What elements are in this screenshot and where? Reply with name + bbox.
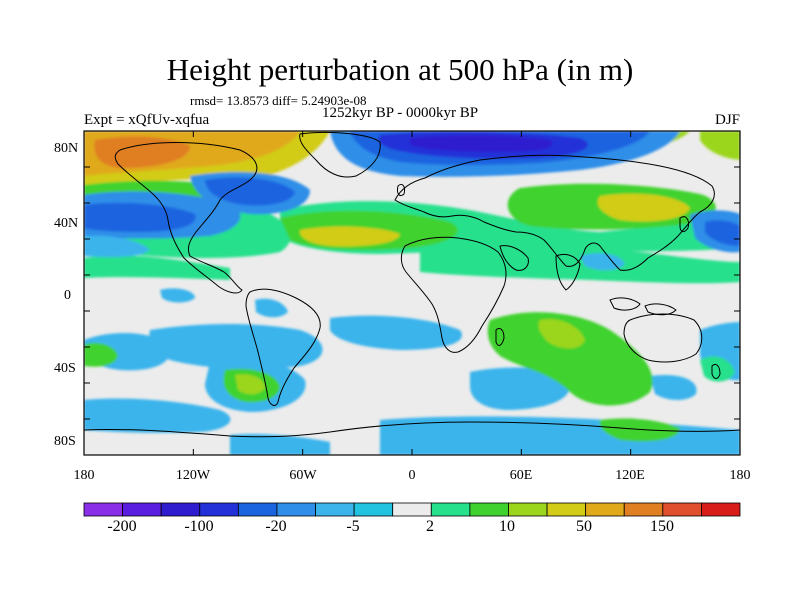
- field-region: [84, 202, 196, 232]
- field-region: [330, 315, 462, 350]
- coastline: [84, 421, 740, 438]
- plot-title: Height perturbation at 500 hPa (in m): [166, 52, 634, 87]
- colorbar-label: 50: [576, 518, 592, 535]
- colorbar-swatch: [546, 502, 587, 517]
- colorbar-swatch: [662, 502, 702, 517]
- colorbar-swatch: [353, 502, 394, 517]
- field-region: [538, 319, 585, 349]
- field-region: [149, 324, 323, 369]
- coastline: [400, 236, 507, 353]
- coastline: [394, 154, 715, 271]
- colorbar-label: 10: [499, 518, 515, 535]
- lat-label: 0: [64, 288, 71, 303]
- colorbar-label: -100: [184, 518, 214, 535]
- field-region: [597, 193, 690, 222]
- colorbar-swatch: [315, 502, 355, 517]
- lon-label: 120E: [615, 468, 645, 483]
- coastline: [555, 253, 581, 291]
- lon-label: 60E: [509, 468, 533, 483]
- colorbar-swatch: [701, 502, 741, 517]
- coastline: [679, 216, 689, 233]
- field-region: [160, 288, 195, 303]
- colorbar-swatch: [199, 502, 239, 517]
- field-region: [650, 374, 697, 400]
- coastline: [245, 288, 321, 406]
- lat-label: 40N: [54, 216, 79, 231]
- lon-label: 120W: [175, 468, 211, 483]
- colorbar-label: -200: [107, 518, 137, 535]
- rmsd-diff-stats: rmsd= 13.8573 diff= 5.24903e-08: [190, 93, 367, 108]
- field-region: [255, 298, 288, 318]
- field-region: [84, 398, 231, 433]
- colorbar: [83, 502, 741, 517]
- coastline: [623, 313, 703, 363]
- colorbar-swatch: [122, 502, 162, 517]
- field-region: [299, 226, 400, 247]
- field-region: [580, 253, 625, 271]
- lon-label: 180: [73, 468, 95, 483]
- field-region: [84, 235, 150, 258]
- colorbar-label: -20: [265, 518, 287, 535]
- field-region: [94, 136, 190, 168]
- colorbar-label: 150: [650, 518, 674, 535]
- colorbar-swatch: [237, 502, 278, 517]
- colorbar-swatch: [392, 502, 432, 517]
- field-region: [599, 418, 680, 442]
- period-subtitle: 1252kyr BP - 0000kyr BP: [322, 105, 479, 121]
- coastline: [397, 183, 405, 197]
- colorbar-label: -5: [346, 518, 360, 535]
- colorbar-swatch: [623, 502, 664, 517]
- coastline: [644, 303, 677, 316]
- field-region: [700, 131, 740, 160]
- colorbar-swatch: [469, 502, 509, 517]
- field-region: [470, 367, 571, 410]
- colorbar-swatch: [430, 502, 471, 517]
- field-region: [205, 177, 295, 206]
- height-perturbation-field: [84, 131, 740, 455]
- coastline: [609, 297, 641, 311]
- colorbar-swatch: [83, 502, 123, 517]
- field-region: [705, 220, 740, 246]
- colorbar-swatch: [276, 502, 316, 517]
- season-label: DJF: [714, 112, 740, 128]
- field-region: [84, 342, 118, 367]
- coastline: [299, 131, 381, 178]
- field-region: [230, 433, 330, 455]
- colorbar-swatch: [508, 502, 548, 517]
- lon-label: 0: [408, 468, 416, 483]
- field-region: [235, 374, 265, 395]
- field-region: [410, 135, 553, 152]
- coastline: [499, 245, 529, 271]
- lon-label: 60W: [289, 468, 317, 483]
- experiment-label: Expt = xQfUv-xqfua: [84, 112, 210, 128]
- field-region: [487, 312, 653, 406]
- colorbar-swatch: [585, 502, 625, 517]
- axis-ticks: [83, 130, 741, 456]
- lon-label: 180: [729, 468, 751, 483]
- coastline: [711, 363, 721, 379]
- field-region: [84, 255, 230, 280]
- lat-label: 80S: [54, 434, 76, 449]
- lat-label: 80N: [54, 141, 79, 156]
- field-region: [700, 356, 735, 382]
- coastline: [114, 142, 258, 294]
- coastline: [495, 327, 505, 346]
- colorbar-label: 2: [426, 518, 434, 535]
- colorbar-swatch: [160, 502, 201, 517]
- lat-label: 40S: [54, 361, 76, 376]
